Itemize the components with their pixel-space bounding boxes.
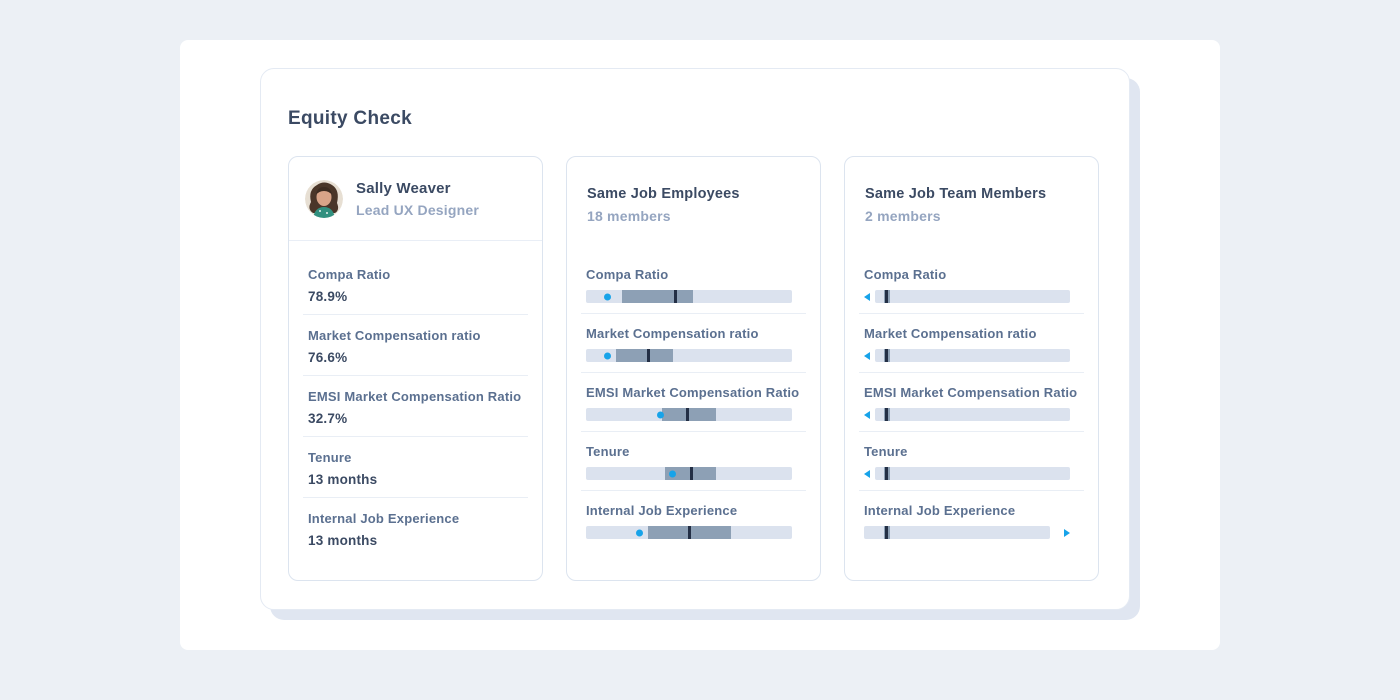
metric-row: Internal Job Experience <box>859 503 1084 549</box>
card-subtitle: 18 members <box>587 208 671 224</box>
metric-label: Tenure <box>864 444 908 459</box>
boxplot-bar <box>586 467 792 480</box>
comparison-card-header: Same Job Team Members 2 members <box>845 157 1098 241</box>
boxplot-bar <box>586 290 792 303</box>
employee-marker-dot <box>668 470 676 477</box>
card-title: Same Job Team Members <box>865 186 1047 202</box>
metric-row: EMSI Market Compensation Ratio <box>859 385 1084 432</box>
equity-check-panel: Equity Check <box>260 68 1130 610</box>
comparison-card-header-inner: Same Job Employees 18 members <box>587 157 800 225</box>
metric-row: Market Compensation ratio <box>859 326 1084 373</box>
boxplot-median <box>673 290 677 303</box>
metric-row: Market Compensation ratio <box>581 326 806 373</box>
boxplot-bar <box>586 349 792 362</box>
employee-marker-dot <box>636 529 644 536</box>
metric-label: Internal Job Experience <box>864 503 1016 518</box>
boxplot-median <box>687 526 691 539</box>
boxplot-median <box>686 408 690 421</box>
metric-label: Compa Ratio <box>864 267 947 282</box>
metric-list: Compa Ratio 78.9% Market Compensation rati… <box>289 241 542 558</box>
metric-row: Internal Job Experience <box>581 503 806 549</box>
offscale-arrow-left-icon <box>864 469 870 478</box>
comparison-card-same-job-team-members: Same Job Team Members 2 members Compa Ra… <box>844 156 1099 581</box>
comparison-card-header-inner: Same Job Team Members 2 members <box>865 157 1078 225</box>
boxplot-track <box>875 349 1070 362</box>
offscale-arrow-right-icon <box>1064 528 1070 537</box>
boxplot-box <box>621 290 694 303</box>
metric-value: 13 months <box>308 472 378 487</box>
metric-row: Market Compensation ratio 76.6% <box>303 328 528 376</box>
employee-role: Lead UX Designer <box>356 201 480 218</box>
metric-value: 13 months <box>308 533 378 548</box>
metric-row: Compa Ratio <box>581 267 806 314</box>
cards-row: Sally Weaver Lead UX Designer Compa Rati… <box>288 156 1101 581</box>
employee-card: Sally Weaver Lead UX Designer Compa Rati… <box>288 156 543 581</box>
offscale-arrow-left-icon <box>864 410 870 419</box>
boxplot-bar <box>864 467 1070 480</box>
avatar <box>305 179 343 218</box>
employee-name: Sally Weaver <box>356 179 451 197</box>
metric-value: 78.9% <box>308 289 348 304</box>
metric-list: Compa Ratio Market Compensation ratio EMSI… <box>567 241 820 549</box>
boxplot-bar <box>864 526 1070 539</box>
boxplot-median <box>884 467 888 480</box>
boxplot-median <box>646 349 650 362</box>
boxplot-track <box>875 467 1070 480</box>
boxplot-bar <box>586 408 792 421</box>
boxplot-median <box>885 526 889 539</box>
boxplot-bar <box>586 526 792 539</box>
boxplot-bar <box>864 408 1070 421</box>
employee-marker-dot <box>604 352 612 359</box>
card-subtitle: 2 members <box>865 208 941 224</box>
metric-row: Tenure <box>859 444 1084 491</box>
metric-label: EMSI Market Compensation Ratio <box>864 385 1078 400</box>
metric-label: Compa Ratio <box>586 267 669 282</box>
metric-label: Market Compensation ratio <box>308 328 481 343</box>
boxplot-box <box>616 349 673 362</box>
boxplot-bar <box>864 349 1070 362</box>
offscale-arrow-left-icon <box>864 292 870 301</box>
boxplot-median <box>690 467 694 480</box>
metric-label: Market Compensation ratio <box>586 326 759 341</box>
metric-row: Compa Ratio <box>859 267 1084 314</box>
boxplot-track <box>864 526 1051 539</box>
employee-marker-dot <box>604 293 612 300</box>
metric-label: Tenure <box>586 444 630 459</box>
metric-row: EMSI Market Compensation Ratio 32.7% <box>303 389 528 437</box>
employee-identity: Sally Weaver Lead UX Designer <box>356 179 479 219</box>
metric-list: Compa Ratio Market Compensation ratio EMSI… <box>845 241 1098 549</box>
avatar-illustration <box>305 179 343 218</box>
metric-label: Tenure <box>308 450 352 465</box>
metric-label: EMSI Market Compensation Ratio <box>308 389 522 404</box>
boxplot-median <box>884 349 888 362</box>
metric-row: Tenure 13 months <box>303 450 528 498</box>
metric-row: EMSI Market Compensation Ratio <box>581 385 806 432</box>
metric-value: 32.7% <box>308 411 348 426</box>
metric-label: EMSI Market Compensation Ratio <box>586 385 800 400</box>
boxplot-median <box>884 408 888 421</box>
metric-label: Market Compensation ratio <box>864 326 1037 341</box>
metric-row: Compa Ratio 78.9% <box>303 267 528 315</box>
metric-label: Internal Job Experience <box>308 511 460 526</box>
boxplot-track <box>875 290 1070 303</box>
metric-value: 76.6% <box>308 350 348 365</box>
card-title: Same Job Employees <box>587 186 740 202</box>
employee-marker-dot <box>656 411 664 418</box>
content-sheet: Equity Check <box>180 40 1220 650</box>
boxplot-track <box>875 408 1070 421</box>
metric-label: Internal Job Experience <box>586 503 738 518</box>
offscale-arrow-left-icon <box>864 351 870 360</box>
metric-row: Tenure <box>581 444 806 491</box>
metric-label: Compa Ratio <box>308 267 391 282</box>
boxplot-median <box>884 290 888 303</box>
boxplot-bar <box>864 290 1070 303</box>
comparison-card-header: Same Job Employees 18 members <box>567 157 820 241</box>
metric-row: Internal Job Experience 13 months <box>303 511 528 558</box>
page-title: Equity Check <box>288 108 412 129</box>
comparison-card-same-job-employees: Same Job Employees 18 members Compa Rati… <box>566 156 821 581</box>
employee-card-header: Sally Weaver Lead UX Designer <box>289 157 542 241</box>
